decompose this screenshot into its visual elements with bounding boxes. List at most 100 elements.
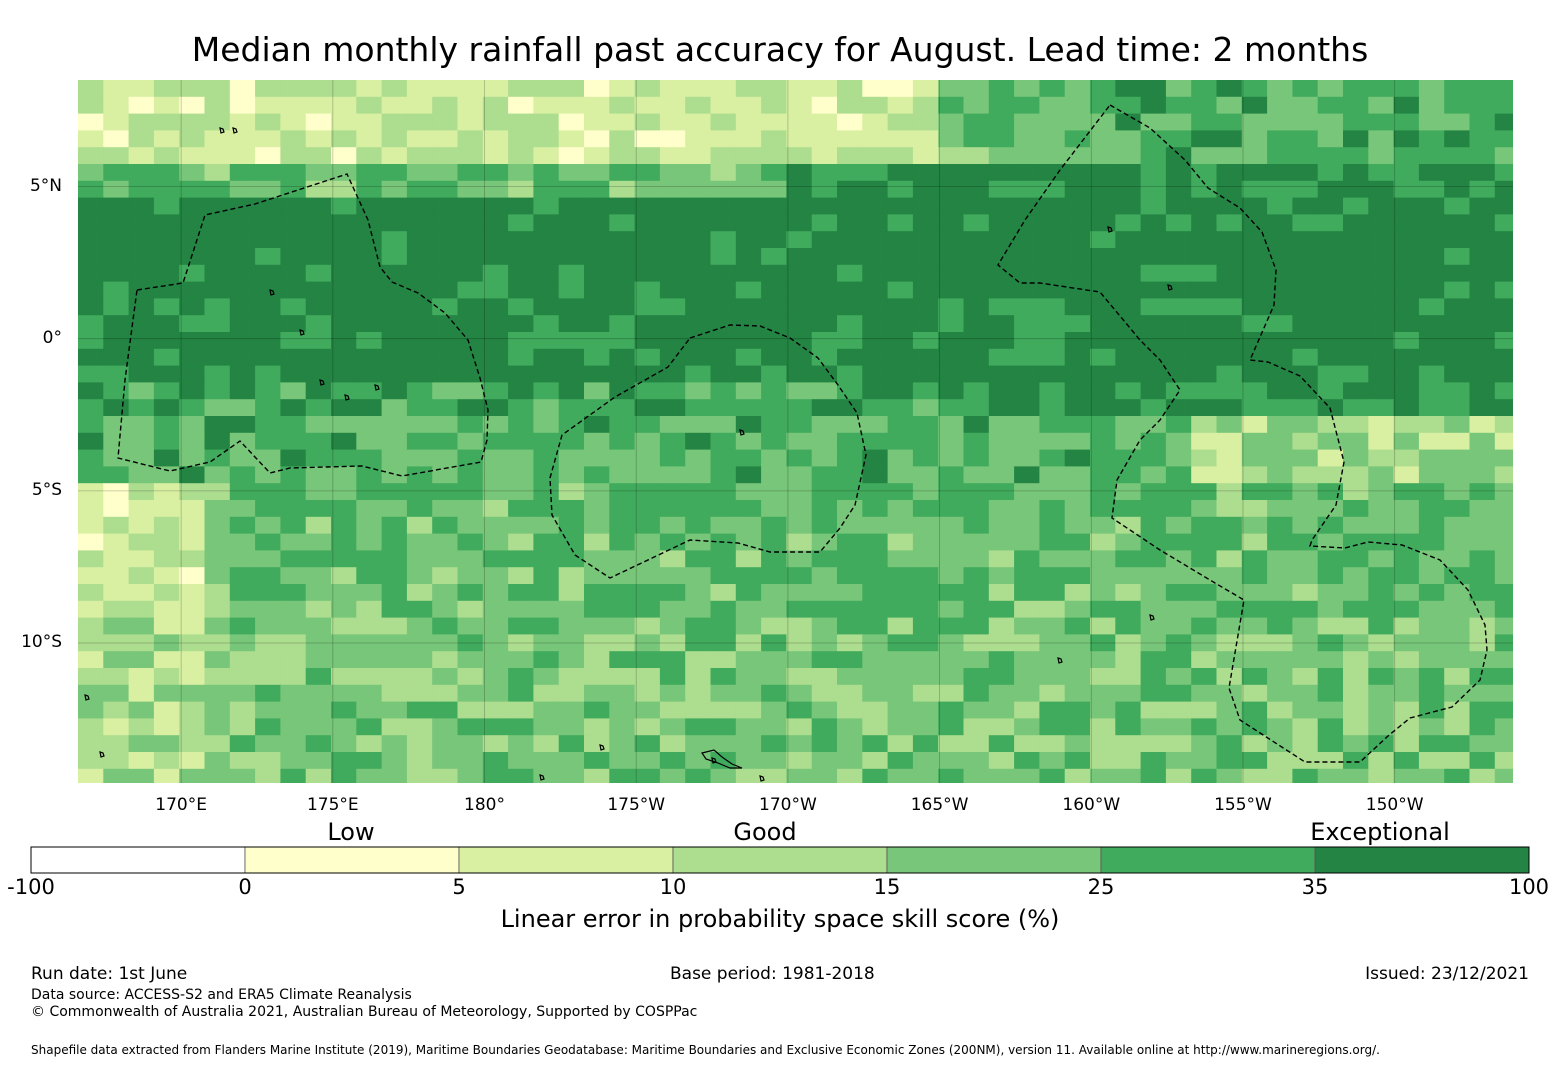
skill-cell — [735, 516, 762, 535]
skill-cell — [887, 147, 914, 165]
skill-cell — [609, 533, 636, 551]
skill-cell — [1292, 416, 1319, 434]
skill-cell — [837, 752, 863, 770]
skill-cell — [659, 264, 686, 283]
skill-cell — [1241, 264, 1268, 283]
skill-cell — [1165, 550, 1192, 568]
skill-cell — [1064, 584, 1091, 602]
skill-cell — [1418, 365, 1445, 383]
skill-cell — [1343, 617, 1369, 635]
skill-cell — [887, 483, 914, 501]
skill-cell — [1191, 617, 1218, 635]
skill-cell — [153, 567, 180, 585]
skill-cell — [1241, 550, 1268, 568]
skill-cell — [432, 600, 459, 619]
skill-cell — [229, 315, 256, 333]
skill-cell — [1064, 130, 1091, 148]
skill-cell — [1216, 768, 1243, 783]
skill-cell — [862, 718, 889, 736]
skill-cell — [356, 651, 383, 669]
skill-cell — [634, 298, 661, 316]
skill-cell — [1418, 584, 1445, 602]
skill-cell — [761, 432, 787, 451]
skill-cell — [1014, 80, 1040, 98]
skill-cell — [381, 500, 408, 518]
skill-cell — [280, 164, 307, 182]
skill-cell — [862, 348, 889, 367]
skill-cell — [710, 214, 737, 232]
skill-cell — [305, 96, 332, 115]
skill-cell — [1115, 449, 1142, 467]
skill-cell — [1216, 701, 1243, 719]
skill-cell — [685, 197, 712, 215]
skill-cell — [1039, 735, 1066, 753]
skill-cell — [1444, 516, 1471, 535]
skill-cell — [1317, 718, 1344, 736]
skill-cell — [1039, 701, 1066, 719]
skill-cell — [381, 147, 408, 165]
skill-cell — [584, 567, 610, 585]
skill-cell — [862, 147, 889, 165]
skill-cell — [1444, 432, 1471, 451]
skill-cell — [1064, 399, 1091, 417]
skill-cell — [1494, 432, 1513, 451]
skill-cell — [305, 197, 332, 215]
skill-cell — [659, 248, 686, 266]
skill-cell — [508, 332, 534, 350]
skill-cell — [609, 180, 636, 199]
skill-cell — [305, 684, 332, 703]
skill-cell — [1418, 617, 1445, 635]
skill-cell — [735, 214, 762, 232]
island-outline — [232, 127, 238, 134]
skill-cell — [280, 516, 307, 535]
skill-cell — [1165, 80, 1192, 98]
skill-cell — [406, 449, 433, 467]
skill-cell — [786, 96, 813, 115]
skill-cell — [1191, 735, 1218, 753]
skill-cell — [584, 684, 610, 703]
skill-cell — [1343, 449, 1369, 467]
skill-cell — [78, 449, 104, 467]
skill-cell — [1090, 416, 1116, 434]
skill-cell — [558, 432, 585, 451]
skill-cell — [1191, 365, 1218, 383]
skill-cell — [609, 701, 636, 719]
skill-cell — [1393, 231, 1420, 249]
skill-cell — [406, 382, 433, 400]
skill-cell — [1064, 768, 1091, 783]
skill-cell — [406, 516, 433, 535]
skill-cell — [1241, 147, 1268, 165]
skill-cell — [179, 214, 206, 232]
skill-cell — [735, 332, 762, 350]
skill-cell — [862, 96, 889, 115]
skill-cell — [1343, 567, 1369, 585]
skill-cell — [1115, 550, 1142, 568]
skill-cell — [1343, 315, 1369, 333]
skill-cell — [584, 483, 610, 501]
skill-cell — [1064, 668, 1091, 686]
skill-cell — [1014, 164, 1040, 182]
skill-cell — [1191, 516, 1218, 535]
skill-cell — [1090, 164, 1116, 182]
skill-cell — [710, 399, 737, 417]
colorbar-title: Linear error in probability space skill … — [500, 905, 1060, 933]
skill-cell — [963, 264, 990, 283]
skill-cell — [1216, 432, 1243, 451]
skill-cell — [432, 80, 459, 98]
skill-cell — [786, 180, 813, 199]
skill-cell — [331, 701, 357, 719]
skill-cell — [204, 634, 231, 652]
skill-cell — [1115, 332, 1142, 350]
skill-cell — [938, 147, 965, 165]
skill-cell — [78, 634, 104, 652]
skill-cell — [356, 684, 383, 703]
skill-cell — [280, 281, 307, 299]
skill-cell — [1191, 752, 1218, 770]
skill-cell — [1039, 718, 1066, 736]
skill-cell — [1469, 80, 1496, 98]
lon-tick-label: 175°W — [607, 795, 666, 815]
skill-cell — [887, 600, 914, 619]
skill-cell — [963, 550, 990, 568]
skill-cell — [988, 567, 1015, 585]
skill-cell — [78, 483, 104, 501]
